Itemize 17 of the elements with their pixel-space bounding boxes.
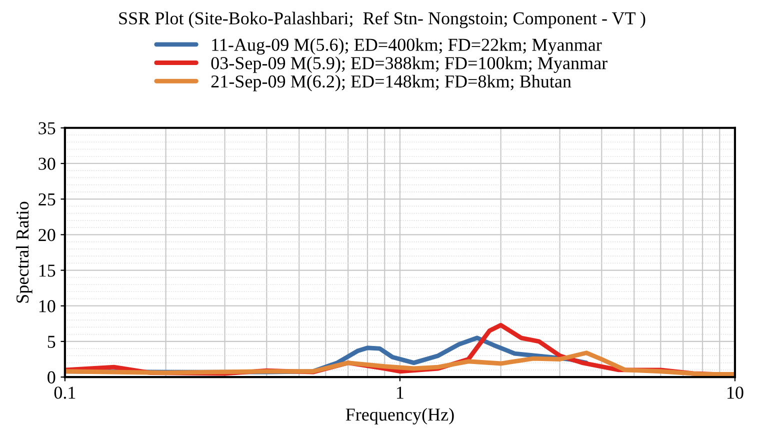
y-tick-label: 10: [39, 300, 56, 312]
y-tick-label: 25: [38, 193, 56, 206]
legend-label: 11-Aug-09 M(5.6); ED=400km; FD=22km; Myanmar: [212, 38, 602, 55]
y-tick-label: 5: [48, 336, 56, 348]
y-tick-label: 0: [48, 371, 56, 384]
y-tick-label: 30: [38, 158, 56, 170]
x-tick-label: 10: [728, 386, 744, 399]
chart-title: SSR Plot (Site-Boko-Palashbari; Ref Stn- Nongstoin; Component - VT ): [119, 12, 646, 28]
y-tick-label: 35: [38, 122, 56, 134]
x-tick-label: 0.1: [54, 386, 76, 399]
legend-label: 03-Sep-09 M(5.9); ED=388km; FD=100km; Myanmar: [211, 56, 608, 73]
legend-label: 21-Sep-09 M(6.2); ED=148km; FD=8km; Bhutan: [211, 74, 572, 92]
x-tick-label: 1: [397, 386, 404, 399]
y-tick-label: 15: [39, 264, 56, 277]
x-axis-title: Frequency(Hz): [346, 408, 454, 424]
y-tick-label: 20: [38, 228, 56, 242]
y-axis-title: Spectral Ratio: [16, 202, 32, 303]
